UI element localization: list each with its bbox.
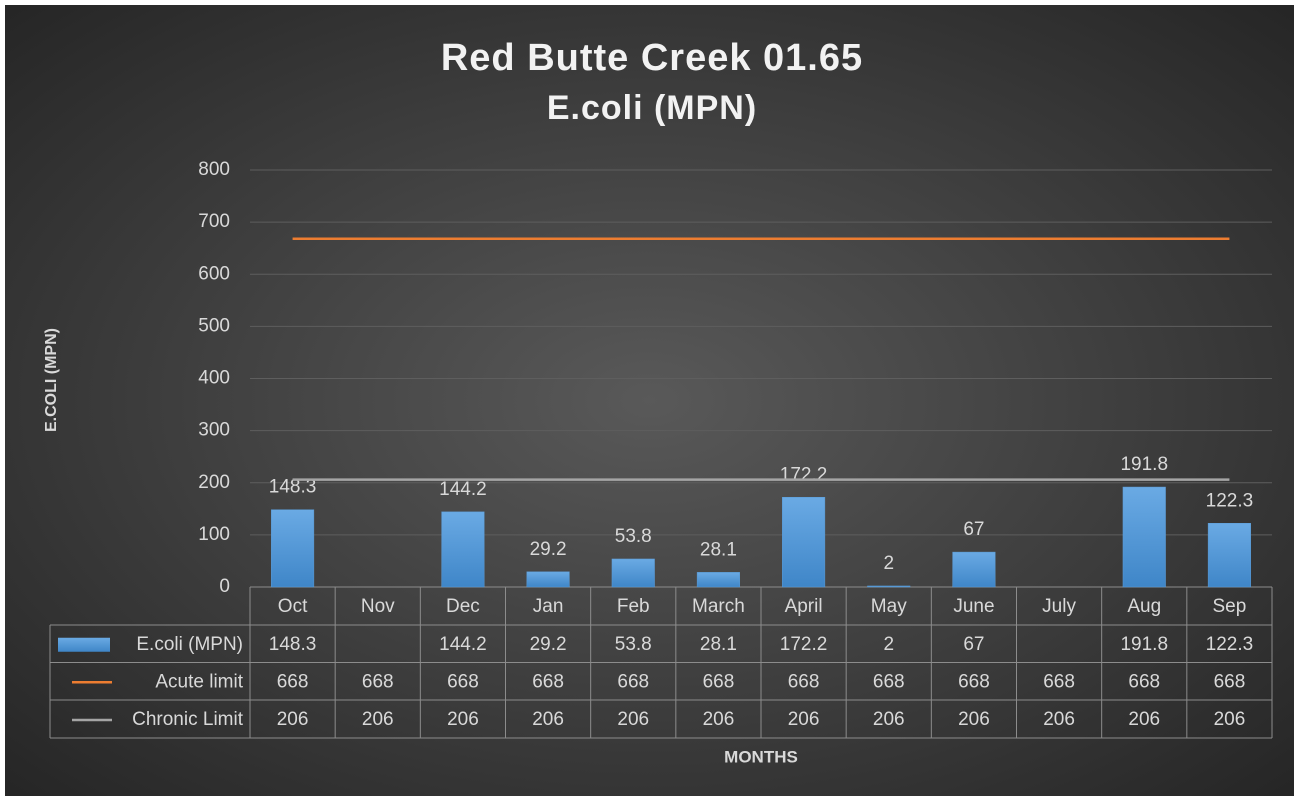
table-cell: 668 [703, 671, 735, 692]
table-cell: 28.1 [700, 634, 737, 655]
table-cell: 206 [1043, 709, 1075, 730]
x-tick-label: April [785, 596, 823, 617]
data-label: 29.2 [530, 539, 567, 560]
table-cell: 122.3 [1206, 634, 1254, 655]
table-cell: 191.8 [1120, 634, 1168, 655]
x-tick-label: June [953, 596, 994, 617]
bar [696, 572, 740, 588]
table-cell: 172.2 [780, 634, 828, 655]
table-cell: 144.2 [439, 634, 487, 655]
table-cell: 668 [277, 671, 309, 692]
data-label: 53.8 [615, 526, 652, 547]
x-tick-label: July [1042, 596, 1076, 617]
x-tick-label: Sep [1213, 596, 1247, 617]
data-label: 122.3 [1206, 490, 1254, 511]
data-label: 2 [883, 553, 894, 574]
table-cell: 206 [788, 709, 820, 730]
table-cell: 668 [958, 671, 990, 692]
table-cell: 206 [873, 709, 905, 730]
table-cell: 206 [447, 709, 479, 730]
y-tick-label: 100 [198, 524, 230, 545]
chart-background [5, 5, 1294, 796]
table-cell: 206 [958, 709, 990, 730]
data-label: 28.1 [700, 539, 737, 560]
legend-label: Acute limit [155, 671, 243, 692]
table-cell: 668 [1214, 671, 1246, 692]
table-cell: 206 [532, 709, 564, 730]
y-tick-label: 700 [198, 211, 230, 232]
x-tick-label: Nov [361, 596, 395, 617]
table-cell: 29.2 [530, 634, 567, 655]
chart-title: Red Butte Creek 01.65 [441, 37, 863, 79]
legend-label: E.coli (MPN) [136, 634, 243, 655]
data-label: 144.2 [439, 479, 487, 500]
bar [271, 509, 315, 588]
bar [611, 558, 655, 588]
table-cell: 206 [277, 709, 309, 730]
y-tick-label: 0 [219, 576, 230, 597]
y-tick-label: 400 [198, 368, 230, 389]
table-cell: 206 [617, 709, 649, 730]
table-cell: 668 [1128, 671, 1160, 692]
x-tick-label: Dec [446, 596, 480, 617]
y-axis-label: E.COLI (MPN) [43, 328, 60, 432]
table-cell: 206 [703, 709, 735, 730]
table-cell: 668 [447, 671, 479, 692]
legend-label: Chronic Limit [132, 709, 244, 730]
data-label: 191.8 [1120, 454, 1168, 475]
bar [1122, 486, 1166, 588]
x-tick-label: Feb [617, 596, 650, 617]
x-axis-label: MONTHS [724, 747, 798, 766]
x-tick-label: March [692, 596, 745, 617]
y-tick-label: 600 [198, 263, 230, 284]
data-label: 148.3 [269, 477, 317, 498]
table-cell: 206 [1214, 709, 1246, 730]
bar [782, 496, 826, 588]
bar [441, 511, 485, 588]
table-cell: 67 [963, 634, 984, 655]
table-cell: 206 [1128, 709, 1160, 730]
x-tick-label: Jan [533, 596, 564, 617]
bar [952, 551, 996, 588]
table-cell: 668 [873, 671, 905, 692]
y-tick-label: 500 [198, 315, 230, 336]
table-cell: 668 [617, 671, 649, 692]
legend-key [58, 637, 110, 652]
table-cell: 668 [532, 671, 564, 692]
data-label: 67 [963, 519, 984, 540]
x-tick-label: Aug [1127, 596, 1161, 617]
y-tick-label: 800 [198, 159, 230, 180]
table-cell: 53.8 [615, 634, 652, 655]
y-tick-label: 200 [198, 472, 230, 493]
x-tick-label: May [871, 596, 907, 617]
bar [867, 585, 911, 588]
table-cell: 668 [362, 671, 394, 692]
bar [1207, 523, 1251, 588]
y-tick-label: 300 [198, 420, 230, 441]
table-cell: 668 [788, 671, 820, 692]
table-cell: 668 [1043, 671, 1075, 692]
table-cell: 2 [883, 634, 894, 655]
bar [526, 571, 570, 588]
x-tick-label: Oct [278, 596, 308, 617]
table-cell: 148.3 [269, 634, 317, 655]
data-label: 172.2 [780, 464, 828, 485]
table-cell: 206 [362, 709, 394, 730]
chart-subtitle: E.coli (MPN) [547, 89, 757, 127]
